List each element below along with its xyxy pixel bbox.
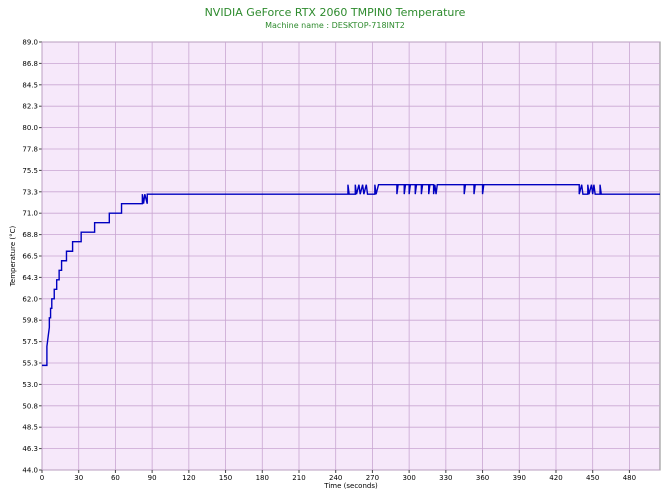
y-tick-label: 71.0: [22, 210, 38, 218]
temperature-line: [42, 183, 660, 367]
x-tick-label: 480: [623, 474, 636, 482]
x-tick-label: 420: [549, 474, 562, 482]
x-tick-label: 120: [182, 474, 195, 482]
y-tick-label: 89.0: [22, 39, 38, 47]
y-tick-label: 86.8: [22, 60, 38, 68]
x-tick-label: 150: [219, 474, 232, 482]
x-tick-label: 90: [148, 474, 157, 482]
chart-subtitle: Machine name : DESKTOP-718INT2: [265, 21, 405, 30]
y-tick-label: 50.8: [22, 402, 38, 410]
y-tick-label: 73.3: [22, 188, 38, 196]
x-tick-label: 450: [586, 474, 599, 482]
y-tick-label: 84.5: [22, 81, 38, 89]
y-tick-label: 53.0: [22, 381, 38, 389]
x-tick-label: 240: [329, 474, 342, 482]
x-tick-label: 180: [256, 474, 269, 482]
y-tick-label: 59.8: [22, 317, 38, 325]
y-tick-label: 44.0: [22, 467, 38, 475]
x-tick-label: 330: [439, 474, 452, 482]
y-tick-label: 66.5: [22, 253, 38, 261]
x-tick-label: 270: [366, 474, 379, 482]
y-tick-label: 68.8: [22, 231, 38, 239]
x-tick-label: 360: [476, 474, 489, 482]
y-tick-label: 82.3: [22, 103, 38, 111]
x-tick-label: 300: [402, 474, 415, 482]
x-axis-label: Time (seconds): [323, 482, 378, 490]
y-tick-label: 64.3: [22, 274, 38, 282]
y-tick-label: 55.3: [22, 360, 38, 368]
y-tick-label: 48.5: [22, 424, 38, 432]
y-tick-label: 46.3: [22, 445, 38, 453]
x-tick-label: 0: [40, 474, 44, 482]
x-tick-label: 390: [513, 474, 526, 482]
y-tick-label: 75.5: [22, 167, 38, 175]
x-tick-label: 30: [74, 474, 83, 482]
y-tick-label: 80.0: [22, 124, 38, 132]
chart-title: NVIDIA GeForce RTX 2060 TMPIN0 Temperatu…: [205, 6, 466, 19]
y-axis-label: Temperature (°C): [9, 226, 17, 288]
y-tick-label: 57.5: [22, 338, 38, 346]
x-tick-label: 210: [292, 474, 305, 482]
y-tick-label: 62.0: [22, 295, 38, 303]
x-tick-label: 60: [111, 474, 120, 482]
y-tick-label: 77.8: [22, 146, 38, 154]
